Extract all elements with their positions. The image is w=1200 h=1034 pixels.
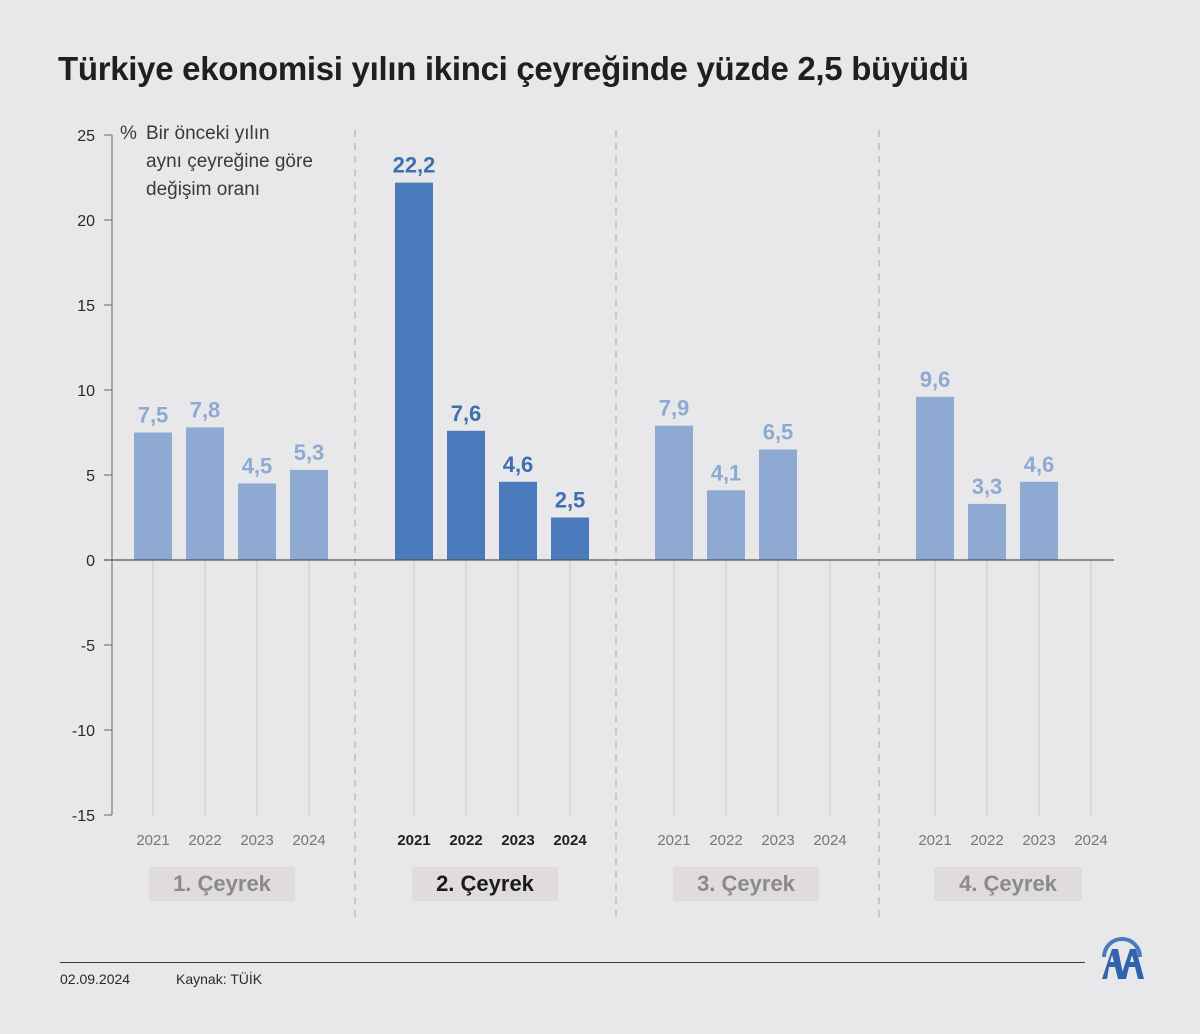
y-tick-label: -15 bbox=[72, 808, 95, 825]
note-line-2: aynı çeyreğine göre bbox=[146, 151, 313, 172]
note-line-1: Bir önceki yılın bbox=[146, 123, 270, 144]
bar bbox=[238, 483, 276, 560]
y-tick-label: 20 bbox=[77, 213, 95, 230]
quarter-label: 4. Çeyrek bbox=[934, 867, 1082, 901]
y-tick-label: 25 bbox=[77, 128, 95, 145]
publish-date: 02.09.2024 bbox=[60, 971, 131, 987]
percent-sign: % bbox=[120, 123, 137, 144]
footer-divider bbox=[60, 962, 1085, 963]
year-label: 2021 bbox=[918, 832, 951, 849]
year-label: 2024 bbox=[292, 832, 325, 849]
y-tick-label: 5 bbox=[86, 468, 95, 485]
y-tick-label: -10 bbox=[72, 723, 95, 740]
data-label: 7,6 bbox=[451, 401, 482, 426]
year-label: 2023 bbox=[1022, 832, 1055, 849]
bar bbox=[134, 432, 172, 560]
year-label: 2024 bbox=[553, 832, 587, 849]
year-label: 2024 bbox=[813, 832, 846, 849]
data-label: 6,5 bbox=[763, 420, 794, 445]
year-label: 2021 bbox=[136, 832, 169, 849]
year-label: 2022 bbox=[970, 832, 1003, 849]
quarter-label: 3. Çeyrek bbox=[673, 867, 819, 901]
data-label: 3,3 bbox=[972, 474, 1003, 499]
quarter-label: 1. Çeyrek bbox=[149, 867, 295, 901]
y-tick-label: 10 bbox=[77, 383, 95, 400]
y-tick-label: -5 bbox=[81, 638, 95, 655]
year-label: 2024 bbox=[1074, 832, 1107, 849]
bar bbox=[290, 469, 328, 560]
aa-logo-icon bbox=[1102, 937, 1144, 979]
data-label: 7,8 bbox=[190, 397, 221, 422]
year-label: 2023 bbox=[240, 832, 273, 849]
year-label: 2023 bbox=[761, 832, 794, 849]
bar bbox=[551, 517, 589, 560]
year-label: 2022 bbox=[709, 832, 742, 849]
bar bbox=[395, 182, 433, 560]
year-label: 2023 bbox=[501, 832, 534, 849]
y-tick-label: 15 bbox=[77, 298, 95, 315]
data-label: 4,1 bbox=[711, 460, 742, 485]
chart: 25 20 15 10 5 0 -5 -10 -15 7,5 2021 7,8 2022 4,5 2023 5… bbox=[72, 128, 1114, 920]
data-label: 9,6 bbox=[920, 367, 951, 392]
bar bbox=[916, 396, 954, 560]
bar bbox=[1020, 481, 1058, 560]
data-label: 4,5 bbox=[242, 454, 273, 479]
data-source: Kaynak: TÜİK bbox=[176, 971, 263, 987]
data-label: 5,3 bbox=[294, 440, 325, 465]
year-label: 2022 bbox=[449, 832, 482, 849]
bar bbox=[759, 449, 797, 560]
quarter-label: 2. Çeyrek bbox=[412, 867, 558, 901]
note-line-3: değişim oranı bbox=[146, 179, 261, 200]
year-label: 2021 bbox=[657, 832, 690, 849]
bar bbox=[499, 481, 537, 560]
data-label: 4,6 bbox=[503, 452, 534, 477]
bar bbox=[447, 430, 485, 560]
page-title: Türkiye ekonomisi yılın ikinci çeyreğind… bbox=[58, 50, 969, 87]
bar bbox=[707, 490, 745, 560]
y-tick-label: 0 bbox=[86, 553, 95, 570]
data-label: 7,9 bbox=[659, 396, 690, 421]
data-label: 7,5 bbox=[138, 403, 169, 428]
data-label: 22,2 bbox=[393, 153, 436, 178]
year-label: 2022 bbox=[188, 832, 221, 849]
year-label: 2021 bbox=[397, 832, 430, 849]
data-label: 4,6 bbox=[1024, 452, 1055, 477]
bar bbox=[186, 427, 224, 560]
data-label: 2,5 bbox=[555, 488, 586, 513]
bar bbox=[968, 503, 1006, 560]
bar bbox=[655, 425, 693, 560]
